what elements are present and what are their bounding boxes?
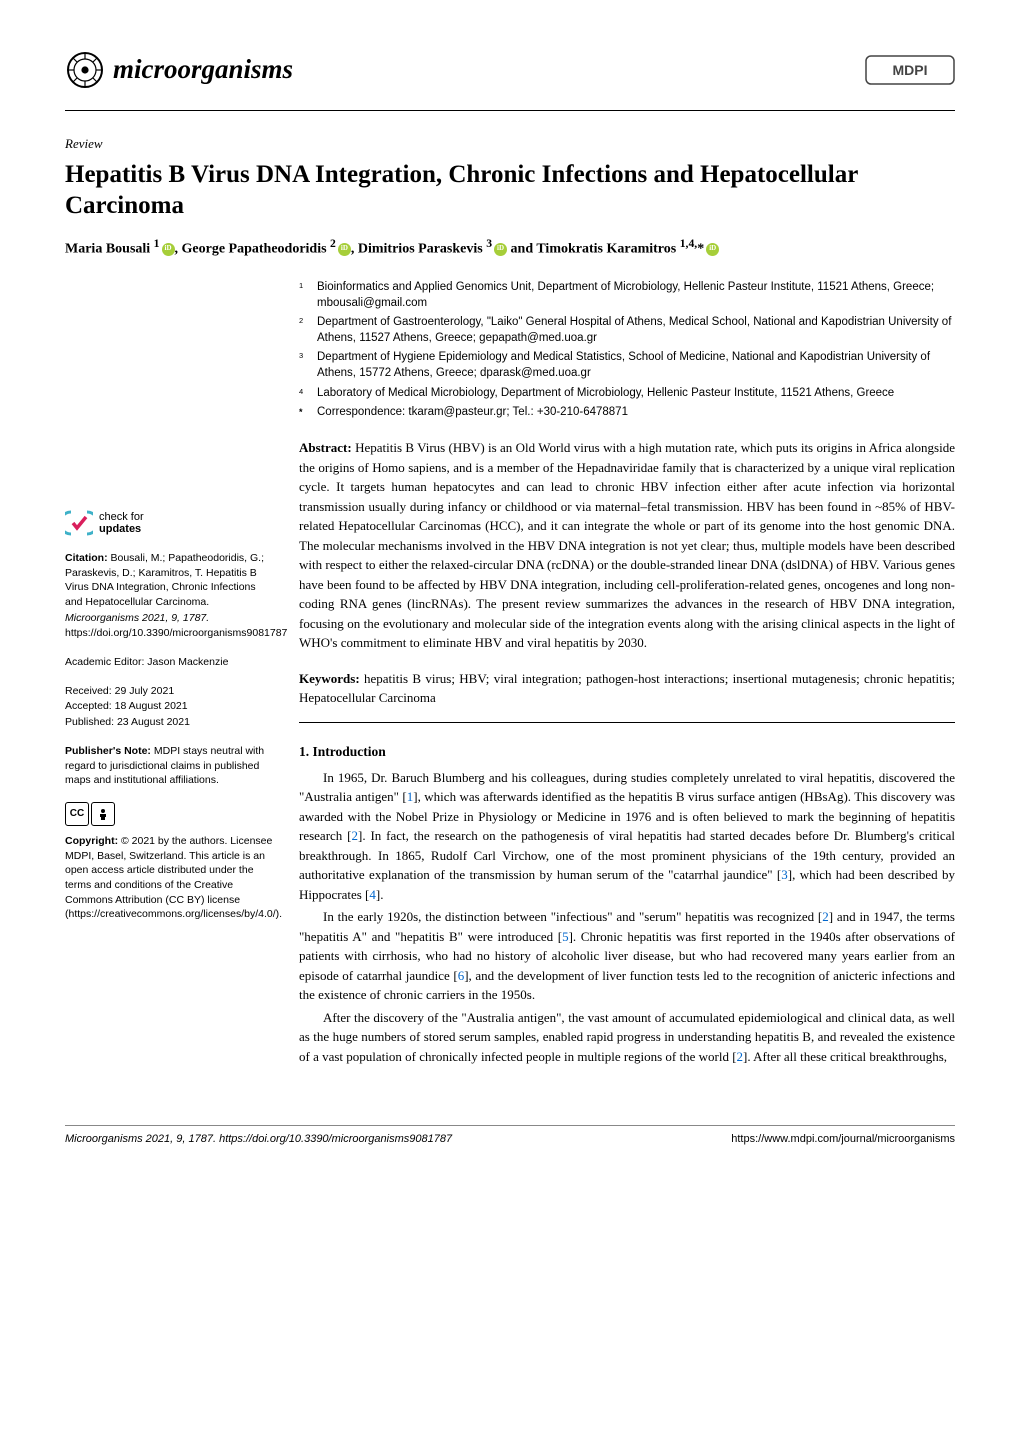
academic-editor: Academic Editor: Jason Mackenzie — [65, 655, 275, 670]
journal-name: microorganisms — [113, 51, 293, 89]
orcid-icon — [162, 243, 175, 256]
cc-badges: CC — [65, 802, 275, 826]
citation: Citation: Bousali, M.; Papatheodoridis, … — [65, 551, 275, 641]
section-heading: 1. Introduction — [299, 743, 955, 762]
check-updates-label: check for updates — [99, 511, 144, 535]
orcid-icon — [494, 243, 507, 256]
body-paragraph: After the discovery of the "Australia an… — [299, 1008, 955, 1067]
gear-icon — [65, 50, 105, 90]
body-paragraph: In 1965, Dr. Baruch Blumberg and his col… — [299, 768, 955, 905]
footer-right: https://www.mdpi.com/journal/microorgani… — [731, 1132, 955, 1147]
footer: Microorganisms 2021, 9, 1787. https://do… — [65, 1125, 955, 1147]
svg-text:MDPI: MDPI — [893, 62, 928, 78]
header: microorganisms MDPI — [65, 50, 955, 90]
orcid-icon — [338, 243, 351, 256]
orcid-icon — [706, 243, 719, 256]
keywords: Keywords: hepatitis B virus; HBV; viral … — [299, 669, 955, 708]
affiliations: 1Bioinformatics and Applied Genomics Uni… — [299, 279, 955, 420]
body-paragraph: In the early 1920s, the distinction betw… — [299, 907, 955, 1005]
journal-logo: microorganisms — [65, 50, 293, 90]
mdpi-logo-icon: MDPI — [865, 55, 955, 85]
sidebar: check for updates Citation: Bousali, M.;… — [65, 279, 275, 1069]
footer-left: Microorganisms 2021, 9, 1787. https://do… — [65, 1132, 452, 1147]
cc-icon: CC — [65, 802, 89, 826]
article-title: Hepatitis B Virus DNA Integration, Chron… — [65, 159, 955, 222]
article-type: Review — [65, 135, 955, 153]
authors-line: Maria Bousali 1, George Papatheodoridis … — [65, 236, 955, 259]
publishers-note: Publisher's Note: MDPI stays neutral wit… — [65, 744, 275, 788]
abstract: Abstract: Hepatitis B Virus (HBV) is an … — [299, 438, 955, 653]
dates: Received: 29 July 2021 Accepted: 18 Augu… — [65, 684, 275, 730]
header-rule — [65, 110, 955, 111]
check-updates-icon — [65, 509, 93, 537]
keywords-rule — [299, 722, 955, 723]
check-updates[interactable]: check for updates — [65, 509, 275, 537]
by-icon — [91, 802, 115, 826]
copyright: Copyright: © 2021 by the authors. Licens… — [65, 834, 275, 922]
main-content: 1Bioinformatics and Applied Genomics Uni… — [299, 279, 955, 1069]
